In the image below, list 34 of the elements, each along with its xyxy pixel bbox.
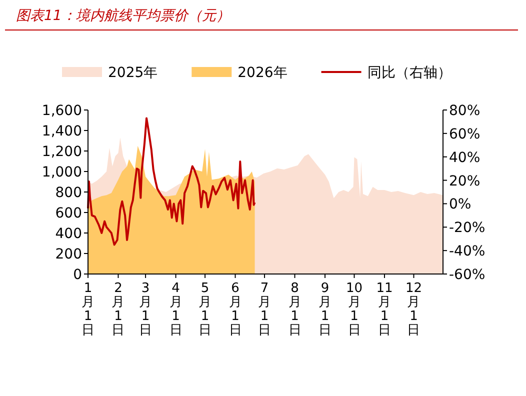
x-tick-label: 1月1日	[82, 281, 94, 338]
legend-label: 2025年	[108, 65, 158, 81]
x-tick-label: 3月1日	[139, 281, 152, 338]
x-tick-label: 8月1日	[288, 281, 302, 338]
chart-title: 图表11：境内航线平均票价（元）	[16, 8, 230, 24]
y-tick-label: 1,000	[42, 164, 82, 180]
x-tick-label: 6月1日	[228, 281, 242, 338]
y2-tick-label: 60%	[449, 126, 480, 142]
legend-label: 2026年	[238, 65, 288, 81]
y-tick-label: 1,400	[42, 124, 82, 140]
y-tick-label: 200	[55, 246, 82, 262]
x-tick-label: 2月1日	[112, 281, 125, 338]
y-tick-label: 0	[73, 267, 82, 283]
y2-tick-label: 20%	[449, 173, 480, 190]
y-tick-label: 1,200	[42, 144, 82, 160]
y2-tick-label: 40%	[449, 150, 480, 166]
y-tick-label: 800	[55, 185, 82, 201]
x-tick-label: 9月1日	[318, 281, 332, 338]
y2-tick-label: -60%	[449, 267, 486, 283]
x-tick-label: 4月1日	[169, 281, 182, 338]
legend-label: 同比（右轴）	[367, 65, 452, 81]
y2-tick-label: -20%	[449, 220, 486, 236]
y-tick-label: 400	[55, 226, 82, 242]
x-tick-label: 12月1日	[405, 281, 422, 338]
x-tick-label: 10月1日	[346, 281, 363, 338]
y2-tick-label: 80%	[449, 103, 480, 119]
x-tick-label: 11月1日	[376, 281, 393, 338]
y-tick-label: 1,600	[42, 103, 82, 119]
x-tick-label: 5月1日	[198, 281, 212, 338]
y2-tick-label: -40%	[449, 244, 486, 260]
y-tick-label: 600	[55, 206, 82, 222]
x-tick-label: 7月1日	[258, 281, 272, 338]
y2-tick-label: 0%	[449, 196, 472, 213]
line-series	[87, 117, 256, 246]
